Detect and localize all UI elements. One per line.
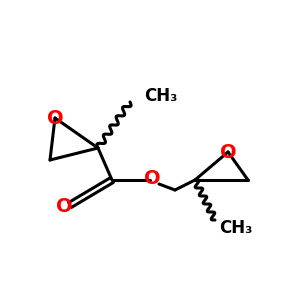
Text: CH₃: CH₃	[144, 87, 177, 105]
Text: O: O	[47, 109, 63, 128]
Text: O: O	[144, 169, 160, 188]
Text: O: O	[56, 197, 72, 217]
Text: CH₃: CH₃	[219, 219, 252, 237]
Text: O: O	[220, 142, 236, 161]
